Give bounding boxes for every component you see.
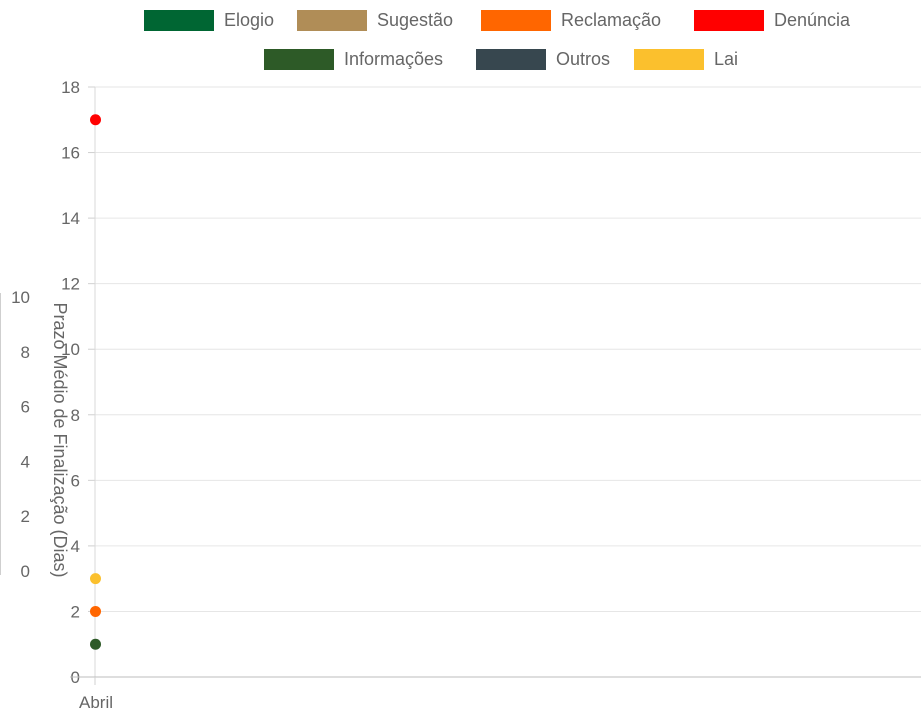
- legend-label[interactable]: Reclamação: [561, 10, 661, 30]
- y-tick-label: 6: [71, 471, 80, 490]
- secondary-y-axis: 0 2 4 6 8 10: [0, 288, 30, 581]
- legend-swatch[interactable]: [481, 10, 551, 31]
- legend-swatch[interactable]: [476, 49, 546, 70]
- data-point[interactable]: [90, 573, 101, 585]
- secondary-y-tick-label: 0: [21, 562, 30, 581]
- legend-swatch[interactable]: [634, 49, 704, 70]
- secondary-y-tick-label: 8: [21, 343, 30, 362]
- y-tick-label: 8: [71, 406, 80, 425]
- y-tick-label: 16: [61, 144, 80, 163]
- y-tick-label: 4: [71, 537, 80, 556]
- legend-swatch[interactable]: [297, 10, 367, 31]
- legend-swatch[interactable]: [264, 49, 334, 70]
- data-point[interactable]: [90, 638, 101, 650]
- secondary-y-tick-label: 10: [11, 288, 30, 307]
- secondary-y-tick-label: 2: [21, 507, 30, 526]
- secondary-y-tick-label: 4: [21, 452, 30, 471]
- legend-label[interactable]: Outros: [556, 49, 610, 69]
- legend-swatch[interactable]: [144, 10, 214, 31]
- gridlines: [95, 86, 921, 612]
- y-axis-title-group: Prazo Médio de Finalização (Dias): [50, 302, 70, 577]
- data-point[interactable]: [90, 605, 101, 617]
- legend-label[interactable]: Sugestão: [377, 10, 453, 30]
- y-tick-label: 18: [61, 78, 80, 97]
- x-tick-label: Abril: [79, 693, 113, 710]
- data-points: [90, 114, 101, 650]
- legend-label[interactable]: Elogio: [224, 10, 274, 30]
- data-point[interactable]: [90, 114, 101, 126]
- legend-swatch[interactable]: [694, 10, 764, 31]
- y-tick-label: 2: [71, 602, 80, 621]
- legend-label[interactable]: Lai: [714, 49, 738, 69]
- y-tick-label: 10: [61, 340, 80, 359]
- legend-label[interactable]: Informações: [344, 49, 443, 69]
- y-tick-label: 14: [61, 209, 80, 228]
- y-tick-label: 12: [61, 275, 80, 294]
- legend: Elogio Sugestão Reclamação Denúncia Informaç…: [144, 10, 851, 70]
- legend-label[interactable]: Denúncia: [774, 10, 851, 30]
- y-axis-title: Prazo Médio de Finalização (Dias): [50, 302, 70, 577]
- secondary-y-tick-label: 6: [21, 398, 30, 417]
